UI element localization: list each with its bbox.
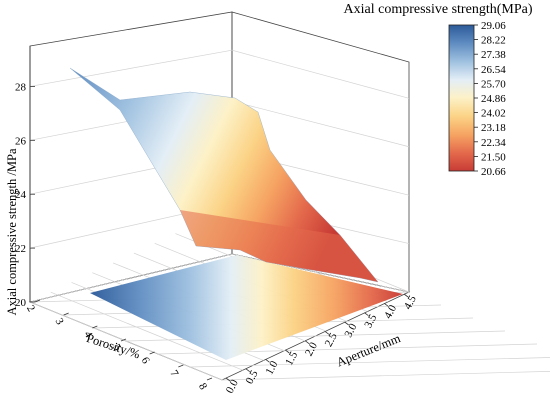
z-tick-label: 26 (15, 135, 27, 147)
y-tick-mark (63, 312, 69, 316)
x-tick-mark (344, 321, 349, 326)
colorbar-tick-label: 22.34 (481, 137, 506, 149)
x-tick-label: 3.5 (362, 312, 379, 330)
z-grid-line-left (29, 253, 233, 303)
y-tick-label: 8 (196, 381, 209, 392)
z-tick-label: 22 (15, 243, 26, 255)
x-axis-ticks: 0.00.51.01.52.02.53.03.54.04.5 (224, 293, 419, 395)
x-tick-mark (304, 340, 310, 344)
x-tick-label: 2.5 (323, 331, 340, 349)
x-tick-mark (403, 293, 409, 298)
x-tick-mark (364, 312, 369, 316)
y-tick-mark (92, 325, 98, 329)
colorbar-tick-label: 27.38 (481, 49, 506, 61)
z-tick-label: 20 (15, 297, 27, 309)
y-tick-label: 7 (167, 368, 180, 379)
x-axis-label: Aperture/mm (335, 331, 403, 369)
y-grid-line (221, 370, 550, 381)
colorbar-tick-label: 25.70 (481, 78, 506, 90)
x-tick-label: 0.0 (224, 377, 241, 395)
z-grid-line-left (29, 49, 233, 87)
y-grid-line (189, 357, 550, 368)
x-tick-label: 4.5 (402, 293, 419, 311)
y-tick-label: 2 (24, 303, 37, 314)
y-tick-mark (149, 351, 155, 355)
colorbar-tick-label: 26.54 (481, 64, 506, 76)
z-tick-label: 28 (15, 81, 27, 93)
x-tick-mark (225, 377, 231, 382)
y-tick-mark (120, 338, 127, 342)
colorbar-tick-label: 23.18 (481, 122, 506, 134)
x-tick-mark (324, 331, 330, 335)
z-tick-label: 24 (15, 189, 27, 201)
surface-3d (69, 67, 379, 283)
colorbar-tick-label: 29.06 (481, 20, 506, 32)
y-tick-label: 3 (53, 316, 66, 327)
x-tick-label: 1.5 (283, 349, 300, 367)
x-tick-label: 1.0 (263, 359, 280, 377)
y-tick-mark (34, 299, 41, 303)
colorbar-title: Axial compressive strength(MPa) (344, 2, 533, 17)
colorbar-labels: 29.06 28.22 27.38 26.54 25.70 24.86 24.02 23.18… (474, 20, 506, 178)
x-tick-label: 3.0 (342, 321, 359, 339)
x-tick-mark (383, 303, 389, 307)
colorbar-tick-label: 28.22 (481, 35, 506, 47)
colorbar-tick-label: 24.02 (481, 108, 506, 120)
z-grid-line-right (231, 253, 410, 293)
colorbar-tick-label: 20.66 (481, 166, 506, 178)
z-axis-ticks: 20 22 24 26 28 (15, 81, 35, 309)
x-tick-label: 2.0 (303, 340, 320, 358)
y-axis-ticks: 2 3 4 5 6 7 8 (24, 299, 213, 392)
x-grid-line (29, 301, 223, 381)
x-tick-label: 4.0 (382, 303, 399, 321)
colorbar-tick-label: 24.86 (481, 93, 506, 105)
y-tick-label: 5 (110, 342, 123, 353)
y-tick-mark (178, 364, 184, 368)
z-grid-line-right (231, 49, 410, 99)
y-tick-mark (206, 377, 213, 381)
x-tick-mark (245, 368, 251, 372)
x-tick-mark (265, 359, 270, 363)
x-tick-label: 0.5 (244, 368, 261, 386)
z-axis-label: Axial compressive strength /MPa (5, 148, 19, 315)
colorbar-gradient (448, 24, 475, 172)
y-tick-label: 4 (81, 329, 94, 340)
colorbar-tick-label: 21.50 (481, 151, 506, 163)
x-tick-mark (285, 349, 290, 354)
colorbar: Axial compressive strength(MPa) 29.06 28.… (344, 2, 533, 178)
x-grid-line (50, 291, 243, 371)
floor-projection (90, 255, 403, 360)
y-tick-label: 6 (139, 355, 152, 366)
z-grid-line-right (231, 100, 410, 148)
